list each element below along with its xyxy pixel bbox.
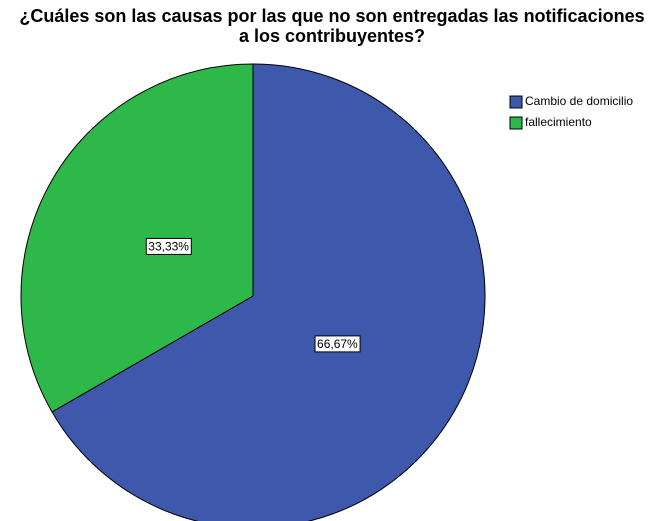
legend-label: Cambio de domicilio [525, 94, 633, 108]
data-label: 66,67% [317, 337, 358, 351]
legend-swatch [509, 95, 523, 109]
pie-slice [51, 63, 486, 521]
chart-title: ¿Cuáles son las causas por las que no so… [19, 6, 645, 46]
data-label-box [145, 237, 192, 255]
data-label-box [314, 335, 361, 353]
legend-swatch [509, 116, 523, 130]
legend-label: fallecimiento [525, 115, 592, 129]
data-label: 33,33% [148, 239, 189, 253]
pie-slice [20, 63, 254, 413]
